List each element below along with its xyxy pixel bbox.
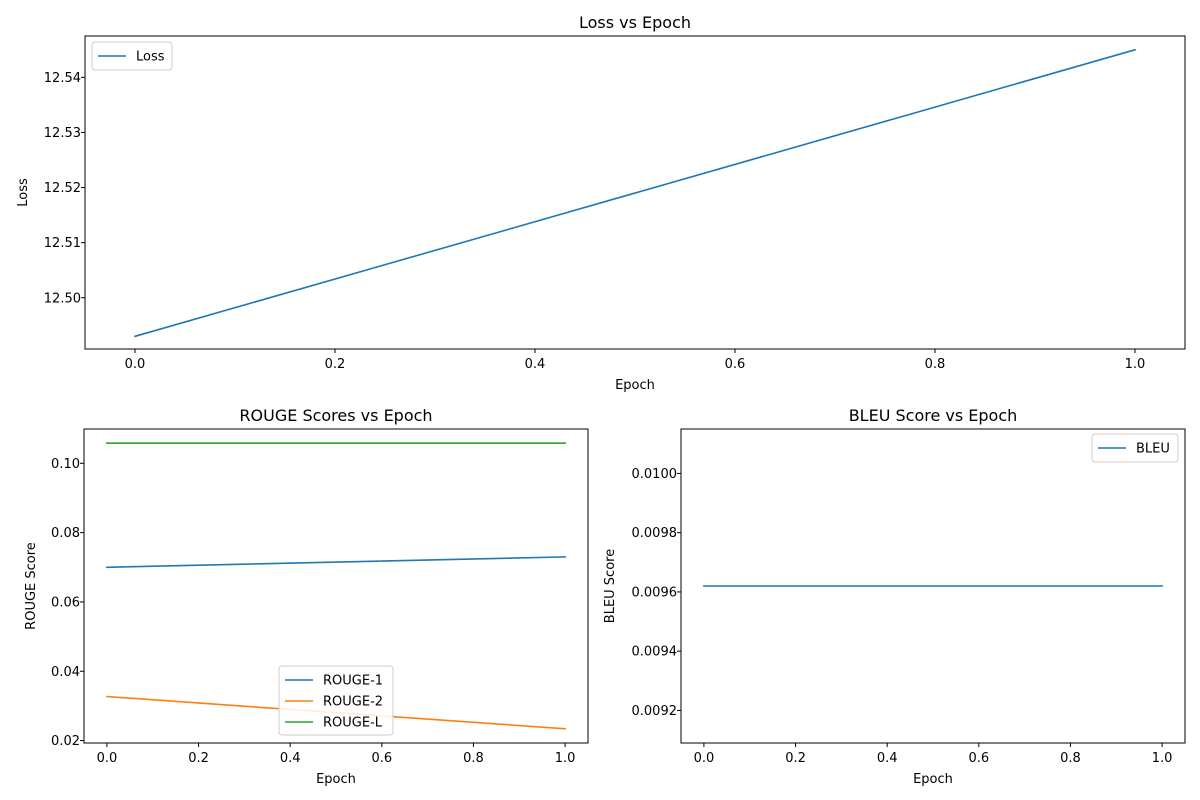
legend-box: [278, 665, 394, 736]
y-tick-label: 12.54: [44, 71, 81, 86]
x-tick-label: 1.0: [1152, 751, 1173, 766]
y-axis-label: BLEU Score: [603, 549, 618, 623]
x-tick-label: 1.0: [555, 751, 576, 766]
legend: Loss: [91, 41, 173, 71]
x-axis-label: Epoch: [316, 772, 356, 787]
y-tick-label: 12.50: [44, 291, 81, 306]
y-tick-label: 0.06: [51, 595, 80, 610]
chart-panel-1: ROUGE Scores vs Epoch 0.0 0.2 0.4 0.6 0.8 1.0 0…: [24, 406, 589, 787]
y-tick-label: 0.04: [51, 665, 80, 680]
legend: ROUGE-1 ROUGE-2 ROUGE-L: [278, 665, 394, 736]
legend-label: ROUGE-1: [323, 674, 383, 689]
chart-title: BLEU Score vs Epoch: [849, 406, 1018, 425]
legend-label: BLEU: [1136, 442, 1170, 457]
x-tick-label: 0.4: [525, 357, 546, 372]
x-tick-label: 0.8: [1060, 751, 1081, 766]
chart-title: Loss vs Epoch: [579, 13, 691, 32]
x-tick-label: 0.8: [463, 751, 484, 766]
x-tick-label: 0.0: [694, 751, 715, 766]
plot-frame: [83, 428, 589, 744]
x-tick-label: 0.2: [188, 751, 209, 766]
chart-panel-0: Loss vs Epoch 0.0 0.2 0.4 0.6 0.8 1.0 12.50 12.5…: [16, 13, 1186, 393]
y-axis-label: Loss: [16, 178, 31, 207]
plot-frame: [680, 428, 1186, 744]
legend-label: ROUGE-2: [323, 695, 383, 710]
x-tick-label: 0.6: [725, 357, 746, 372]
y-tick-label: 0.10: [51, 457, 80, 472]
y-tick-label: 0.08: [51, 526, 80, 541]
x-axis-label: Epoch: [913, 772, 953, 787]
x-tick-label: 0.4: [877, 751, 898, 766]
plot-frame: [84, 35, 1186, 350]
x-tick-label: 0.4: [280, 751, 301, 766]
series-line-rouge-1: [106, 556, 566, 569]
legend-label: Loss: [136, 50, 165, 65]
legend: BLEU: [1091, 433, 1179, 463]
legend-label: ROUGE-L: [323, 716, 383, 731]
x-tick-label: 0.6: [371, 751, 392, 766]
y-tick-label: 12.53: [44, 126, 81, 141]
x-tick-label: 0.0: [125, 357, 146, 372]
x-axis-label: Epoch: [615, 378, 655, 393]
legend-box: [91, 41, 173, 71]
y-tick-label: 12.51: [44, 236, 81, 251]
chart-title: ROUGE Scores vs Epoch: [239, 406, 432, 425]
x-tick-label: 0.2: [325, 357, 346, 372]
x-tick-label: 0.8: [925, 357, 946, 372]
y-tick-label: 0.0092: [632, 704, 678, 719]
legend-box: [1091, 433, 1179, 463]
x-tick-label: 0.0: [97, 751, 118, 766]
y-tick-label: 0.02: [51, 734, 80, 749]
y-tick-label: 0.0094: [632, 645, 678, 660]
y-tick-label: 0.0096: [632, 585, 678, 600]
y-axis-label: ROUGE Score: [24, 542, 39, 630]
y-tick-label: 0.0098: [632, 526, 678, 541]
y-tick-label: 0.0100: [632, 467, 678, 482]
y-tick-label: 12.52: [44, 181, 81, 196]
x-tick-label: 0.2: [785, 751, 806, 766]
chart-panel-2: BLEU Score vs Epoch 0.0 0.2 0.4 0.6 0.8 1.0 0.0…: [603, 406, 1186, 787]
x-tick-label: 0.6: [968, 751, 989, 766]
x-tick-label: 1.0: [1125, 357, 1146, 372]
series-line-loss: [134, 48, 1136, 338]
